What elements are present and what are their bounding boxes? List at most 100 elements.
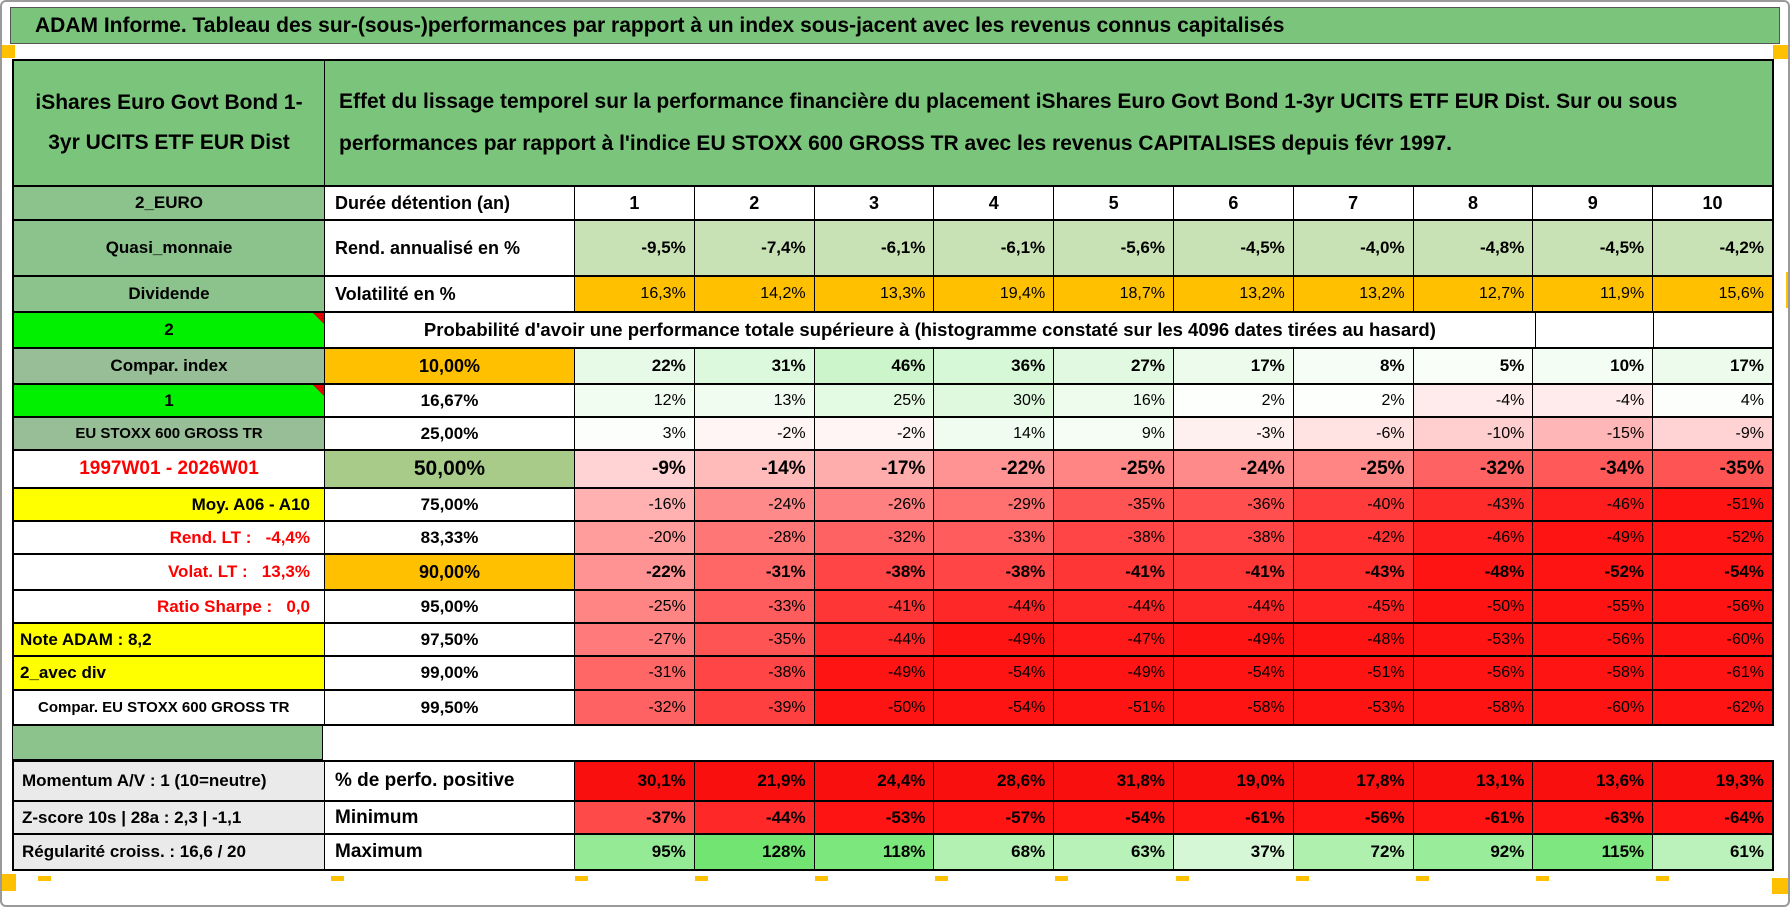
data-cell[interactable]: -33%: [694, 591, 815, 622]
data-cell[interactable]: -4%: [1533, 385, 1654, 416]
data-cell[interactable]: -53%: [1413, 624, 1534, 655]
data-cell[interactable]: -7,4%: [694, 221, 815, 275]
data-cell[interactable]: -42%: [1293, 522, 1414, 553]
duration-col[interactable]: 9: [1533, 187, 1654, 219]
data-cell[interactable]: -45%: [1293, 591, 1414, 622]
row-label[interactable]: Compar. EU STOXX 600 GROSS TR: [14, 691, 325, 724]
summary-cell[interactable]: -44%: [694, 802, 815, 833]
data-cell[interactable]: 4%: [1653, 385, 1772, 416]
probability-banner[interactable]: Probabilité d'avoir une performance tota…: [325, 313, 1536, 347]
data-cell[interactable]: -35%: [694, 624, 815, 655]
data-cell[interactable]: -60%: [1653, 624, 1772, 655]
sheet-title[interactable]: ADAM Informe. Tableau des sur-(sous-)per…: [10, 7, 1780, 44]
empty-cell[interactable]: [1654, 313, 1772, 347]
data-cell[interactable]: 19,4%: [934, 277, 1055, 311]
data-cell[interactable]: -31%: [694, 555, 815, 589]
data-cell[interactable]: -41%: [1173, 555, 1294, 589]
data-cell[interactable]: -38%: [934, 555, 1055, 589]
summary-cell[interactable]: 17,8%: [1293, 762, 1414, 800]
data-cell[interactable]: -26%: [814, 489, 935, 520]
data-cell[interactable]: 27%: [1054, 349, 1174, 383]
data-cell[interactable]: -10%: [1413, 418, 1534, 449]
data-cell[interactable]: 9%: [1054, 418, 1174, 449]
summary-name[interactable]: Minimum: [325, 802, 575, 833]
data-cell[interactable]: -20%: [575, 522, 695, 553]
data-cell[interactable]: -32%: [1413, 451, 1534, 487]
summary-cell[interactable]: -56%: [1293, 802, 1414, 833]
data-cell[interactable]: -4%: [1413, 385, 1534, 416]
data-cell[interactable]: 13,3%: [814, 277, 935, 311]
data-cell[interactable]: 46%: [814, 349, 935, 383]
data-cell[interactable]: 8%: [1293, 349, 1414, 383]
data-cell[interactable]: -54%: [934, 657, 1055, 689]
data-cell[interactable]: -16%: [575, 489, 695, 520]
row-label[interactable]: 2_avec div: [14, 657, 325, 689]
percentile-value[interactable]: 75,00%: [325, 489, 575, 520]
data-cell[interactable]: -27%: [575, 624, 695, 655]
percentile-value[interactable]: 90,00%: [325, 555, 575, 589]
data-cell[interactable]: -5,6%: [1054, 221, 1174, 275]
summary-cell[interactable]: 63%: [1054, 835, 1174, 869]
summary-cell[interactable]: 21,9%: [694, 762, 815, 800]
data-cell[interactable]: 17%: [1173, 349, 1294, 383]
summary-cell[interactable]: -61%: [1173, 802, 1294, 833]
data-cell[interactable]: -41%: [1054, 555, 1174, 589]
data-cell[interactable]: -35%: [1653, 451, 1772, 487]
summary-cell[interactable]: -54%: [1054, 802, 1174, 833]
summary-cell[interactable]: 95%: [575, 835, 695, 869]
data-cell[interactable]: -31%: [575, 657, 695, 689]
data-cell[interactable]: -25%: [1054, 451, 1174, 487]
summary-cell[interactable]: 19,0%: [1173, 762, 1294, 800]
spacer-green-cell[interactable]: [12, 726, 323, 760]
summary-cell[interactable]: -63%: [1533, 802, 1654, 833]
summary-name[interactable]: % de perfo. positive: [325, 762, 575, 800]
summary-label[interactable]: Régularité croiss. : 16,6 / 20: [14, 835, 325, 869]
data-cell[interactable]: 10%: [1533, 349, 1654, 383]
stat-name[interactable]: Rend. annualisé en %: [325, 221, 575, 275]
data-cell[interactable]: -49%: [814, 657, 935, 689]
data-cell[interactable]: -33%: [934, 522, 1055, 553]
data-cell[interactable]: 5%: [1413, 349, 1534, 383]
data-cell[interactable]: -43%: [1413, 489, 1534, 520]
data-cell[interactable]: -61%: [1653, 657, 1772, 689]
data-cell[interactable]: -54%: [934, 691, 1055, 724]
data-cell[interactable]: -2%: [814, 418, 935, 449]
data-cell[interactable]: -14%: [694, 451, 815, 487]
data-cell[interactable]: -35%: [1054, 489, 1174, 520]
data-cell[interactable]: 13%: [694, 385, 815, 416]
percentile-value[interactable]: 16,67%: [325, 385, 575, 416]
data-cell[interactable]: -49%: [1173, 624, 1294, 655]
data-cell[interactable]: -46%: [1533, 489, 1654, 520]
data-cell[interactable]: -40%: [1293, 489, 1414, 520]
data-cell[interactable]: 22%: [575, 349, 695, 383]
data-cell[interactable]: -62%: [1653, 691, 1772, 724]
data-cell[interactable]: 2%: [1293, 385, 1414, 416]
data-cell[interactable]: -4,5%: [1173, 221, 1294, 275]
data-cell[interactable]: -2%: [694, 418, 815, 449]
row-label[interactable]: Quasi_monnaie: [14, 221, 325, 275]
data-cell[interactable]: -55%: [1533, 591, 1654, 622]
percentile-value[interactable]: 10,00%: [325, 349, 575, 383]
data-cell[interactable]: -4,5%: [1533, 221, 1654, 275]
data-cell[interactable]: 3%: [575, 418, 695, 449]
data-cell[interactable]: -58%: [1173, 691, 1294, 724]
asset-name-cell[interactable]: iShares Euro Govt Bond 1-3yr UCITS ETF E…: [14, 61, 325, 185]
data-cell[interactable]: -52%: [1533, 555, 1654, 589]
row-label[interactable]: 2: [14, 313, 325, 347]
data-cell[interactable]: -49%: [1054, 657, 1174, 689]
data-cell[interactable]: -4,0%: [1293, 221, 1414, 275]
data-cell[interactable]: -51%: [1293, 657, 1414, 689]
duration-col[interactable]: 6: [1173, 187, 1294, 219]
row-label[interactable]: Note ADAM : 8,2: [14, 624, 325, 655]
data-cell[interactable]: -28%: [694, 522, 815, 553]
data-cell[interactable]: -36%: [1173, 489, 1294, 520]
row-label[interactable]: EU STOXX 600 GROSS TR: [14, 418, 325, 449]
data-cell[interactable]: -24%: [1173, 451, 1294, 487]
data-cell[interactable]: -34%: [1533, 451, 1654, 487]
data-cell[interactable]: -29%: [934, 489, 1055, 520]
summary-cell[interactable]: 61%: [1653, 835, 1772, 869]
percentile-value[interactable]: 99,00%: [325, 657, 575, 689]
data-cell[interactable]: -38%: [1054, 522, 1174, 553]
data-cell[interactable]: 16%: [1054, 385, 1174, 416]
data-cell[interactable]: -9%: [575, 451, 695, 487]
